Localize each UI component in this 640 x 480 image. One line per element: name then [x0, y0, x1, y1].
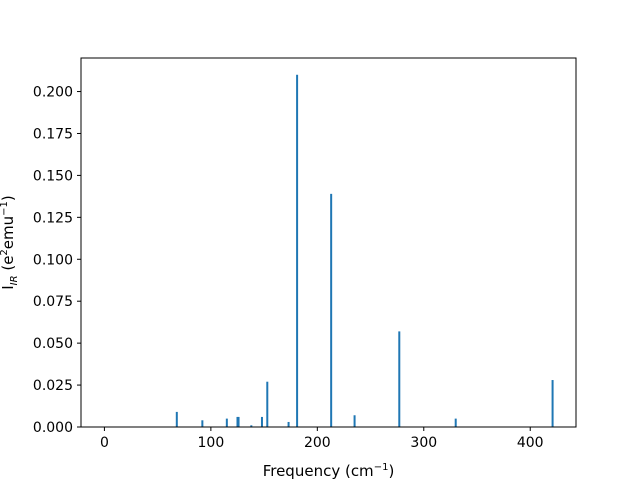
y-tick-label: 0.125	[33, 210, 73, 226]
x-axis-label-main: Frequency (cm	[263, 462, 374, 480]
bar	[250, 425, 253, 427]
x-tick-label: 100	[198, 435, 225, 451]
bar	[266, 381, 269, 427]
y-axis-label: IIR (e2emu−1)	[0, 195, 20, 290]
y-tick-label: 0.000	[33, 420, 73, 436]
y-axis-label-sup1: 2	[0, 249, 10, 255]
y-axis-label-mid: emu	[0, 216, 17, 249]
bars-group	[175, 74, 554, 427]
bar	[330, 193, 333, 427]
y-tick-label: 0.150	[33, 168, 73, 184]
bar	[454, 418, 457, 427]
y-tick-label: 0.075	[33, 294, 73, 310]
y-tick-label: 0.025	[33, 378, 73, 394]
bar	[551, 380, 554, 427]
y-axis-label-end: )	[0, 195, 17, 201]
x-tick-label: 300	[410, 435, 437, 451]
y-tick-label: 0.200	[33, 85, 73, 101]
x-tick-label: 0	[100, 435, 109, 451]
x-tick-label: 400	[517, 435, 544, 451]
y-tick-label: 0.100	[33, 252, 73, 268]
y-tick-label: 0.050	[33, 336, 73, 352]
y-axis-label-sub: IR	[9, 275, 20, 285]
x-axis-ticks: 0 100 200 300 400	[100, 427, 544, 451]
bar	[237, 416, 240, 427]
plot-frame	[80, 57, 577, 428]
bar	[296, 74, 299, 427]
x-tick-label: 200	[304, 435, 331, 451]
bar	[287, 421, 290, 427]
y-axis-ticks: 0.000 0.025 0.050 0.075 0.100 0.125 0.150 0.175…	[33, 85, 81, 436]
bar	[398, 331, 401, 427]
bar	[260, 416, 263, 427]
y-tick-label: 0.175	[33, 126, 73, 142]
y-axis-label-rest: (e	[0, 256, 17, 276]
bar	[175, 411, 178, 427]
x-axis-label-end: )	[388, 462, 394, 480]
bar	[201, 420, 204, 427]
bar	[225, 418, 228, 427]
bar	[353, 415, 356, 427]
bar	[236, 416, 239, 427]
x-axis-label: Frequency (cm−1)	[263, 462, 395, 480]
x-axis-label-sup: −1	[374, 462, 389, 473]
y-axis-label-sup2: −1	[0, 201, 10, 216]
y-axis-label-main: I	[0, 285, 17, 289]
